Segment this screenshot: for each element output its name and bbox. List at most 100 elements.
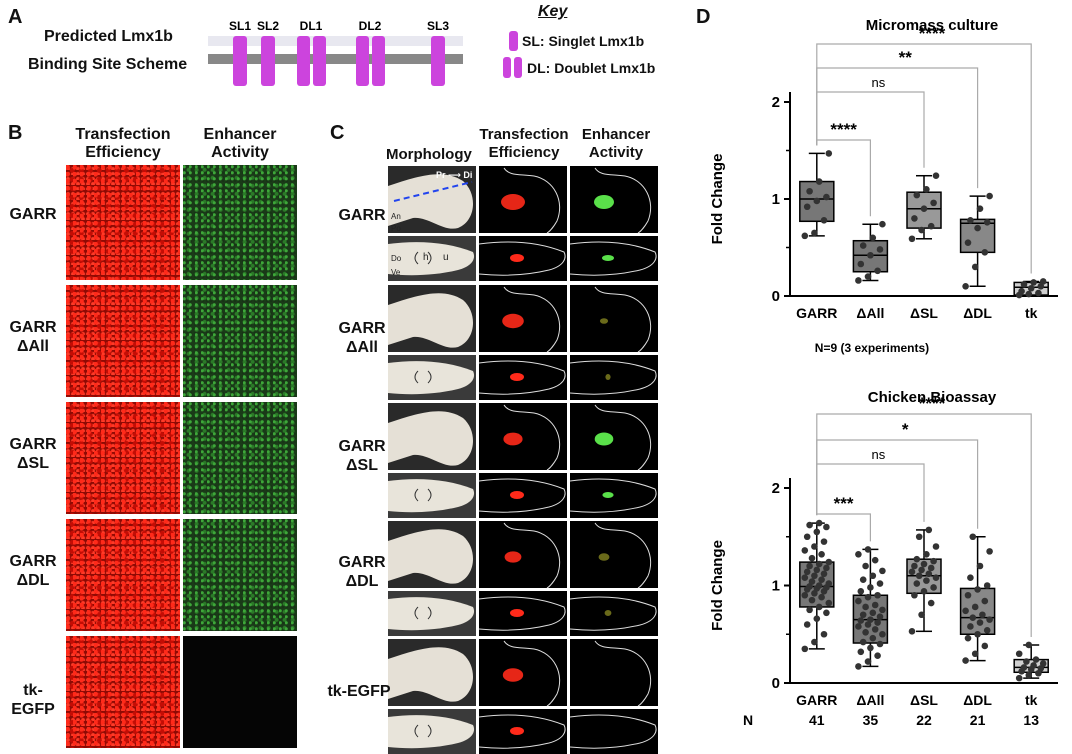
- data-point: [976, 205, 984, 212]
- key-sl-swatch: [509, 31, 518, 51]
- data-point: [981, 249, 989, 256]
- data-point: [803, 203, 811, 211]
- row-label-line2: ΔAll: [346, 339, 378, 356]
- section-outline: [479, 714, 566, 749]
- panel-c-row-label-tk-egfp: tk-EGFP: [326, 682, 392, 701]
- red-signal: [504, 551, 522, 563]
- panel-b-enh-garr: [183, 165, 297, 280]
- data-point: [806, 606, 813, 614]
- site-label-dl1: DL1: [300, 19, 323, 33]
- panel-c-morph-top-garr-ddl: [388, 521, 476, 588]
- data-point: [918, 226, 925, 234]
- data-point: [969, 533, 977, 541]
- data-point: [962, 657, 969, 664]
- n-value: 21: [970, 712, 986, 728]
- data-point: [820, 630, 828, 638]
- data-point: [918, 566, 925, 574]
- data-point: [962, 283, 969, 290]
- data-point: [811, 590, 818, 597]
- data-point: [911, 562, 918, 570]
- data-point: [857, 260, 865, 268]
- data-point: [913, 555, 921, 563]
- site-dl1-b: [313, 36, 326, 86]
- data-point: [879, 606, 886, 614]
- site-label-sl1: SL1: [229, 19, 251, 33]
- significance-label: ****: [919, 394, 946, 413]
- data-point: [857, 588, 865, 595]
- data-point: [867, 616, 874, 623]
- data-point: [932, 574, 940, 581]
- panel-c-morph-bottom-garr-dall: [388, 355, 476, 400]
- data-point: [862, 629, 869, 636]
- data-point: [930, 584, 937, 591]
- data-point: [803, 621, 811, 628]
- panel-c-enh-top-garr-dall: [570, 285, 658, 352]
- section-outline: [570, 596, 657, 631]
- key-title: Key: [538, 3, 568, 20]
- data-point: [874, 267, 881, 275]
- data-point: [808, 554, 816, 562]
- panel-c-morph-bottom-garr-dsl: [388, 473, 476, 518]
- panel-c-letter: C: [330, 122, 345, 144]
- green-signal: [602, 255, 614, 261]
- panel-c-tfx-top-garr-ddl: [479, 521, 567, 588]
- red-signal: [503, 432, 523, 446]
- data-point: [879, 220, 886, 228]
- section-plane-line: [393, 181, 473, 202]
- panel-c-row-label-garr-dall: GARR ΔAll: [334, 319, 390, 357]
- row-label-line2: ΔSL: [346, 457, 378, 474]
- panel-c-morph-bottom-garr-ddl: [388, 591, 476, 636]
- data-point: [876, 246, 884, 253]
- data-point: [811, 638, 818, 646]
- panel-b-tfx-garr: [66, 165, 180, 280]
- y-tick-label: 2: [772, 480, 780, 497]
- data-point: [913, 191, 921, 199]
- y-axis-label: Fold Change: [709, 540, 726, 631]
- panel-b-tfx-garr-dall: [66, 285, 180, 397]
- data-point: [920, 560, 928, 568]
- data-point: [815, 603, 823, 611]
- row-label-line1: GARR: [9, 206, 57, 223]
- data-point: [803, 533, 811, 541]
- x-tick-label: tk: [1025, 692, 1038, 708]
- panel-c-col2-line1: Transfection: [479, 126, 569, 143]
- data-point: [915, 533, 923, 541]
- data-point: [971, 263, 979, 271]
- limb-outline: [503, 522, 561, 588]
- site-dl1-a: [297, 36, 310, 86]
- cartilage-outline: [414, 488, 432, 502]
- panel-c-enh-top-garr-ddl: [570, 521, 658, 588]
- data-point: [1030, 279, 1037, 286]
- data-point: [855, 597, 862, 605]
- y-tick-label: 0: [772, 288, 780, 305]
- panel-c-enh-bottom-garr-ddl: [570, 591, 658, 636]
- data-point: [801, 547, 809, 554]
- data-point: [825, 580, 833, 587]
- cartilage-outline: [414, 606, 432, 620]
- data-point: [1037, 665, 1045, 672]
- data-point: [803, 568, 811, 576]
- x-tick-label: ΔSL: [910, 692, 938, 708]
- x-tick-label: ΔAll: [856, 692, 884, 708]
- scheme-backbone: [208, 54, 463, 64]
- data-point: [983, 582, 991, 589]
- data-point: [920, 588, 928, 595]
- panel-b-row-label-garr: GARR: [4, 205, 62, 224]
- significance-bracket: [816, 43, 1032, 274]
- site-sl1: [233, 36, 247, 86]
- panel-b-enh-tk-egfp: [183, 636, 297, 748]
- data-point: [815, 178, 823, 185]
- data-point: [911, 215, 918, 222]
- data-point: [801, 591, 809, 599]
- data-point: [1023, 658, 1030, 665]
- panel-c-tfx-bottom-garr-dall: [479, 355, 567, 400]
- data-point: [915, 572, 923, 580]
- cartilage-outline: [414, 724, 432, 738]
- data-point: [876, 613, 884, 620]
- data-point: [927, 599, 935, 607]
- limb-bud-shape: [388, 411, 474, 466]
- data-point: [806, 583, 813, 590]
- panel-b-enh-garr-dall: [183, 285, 297, 397]
- data-point: [855, 551, 862, 558]
- data-point: [820, 217, 828, 224]
